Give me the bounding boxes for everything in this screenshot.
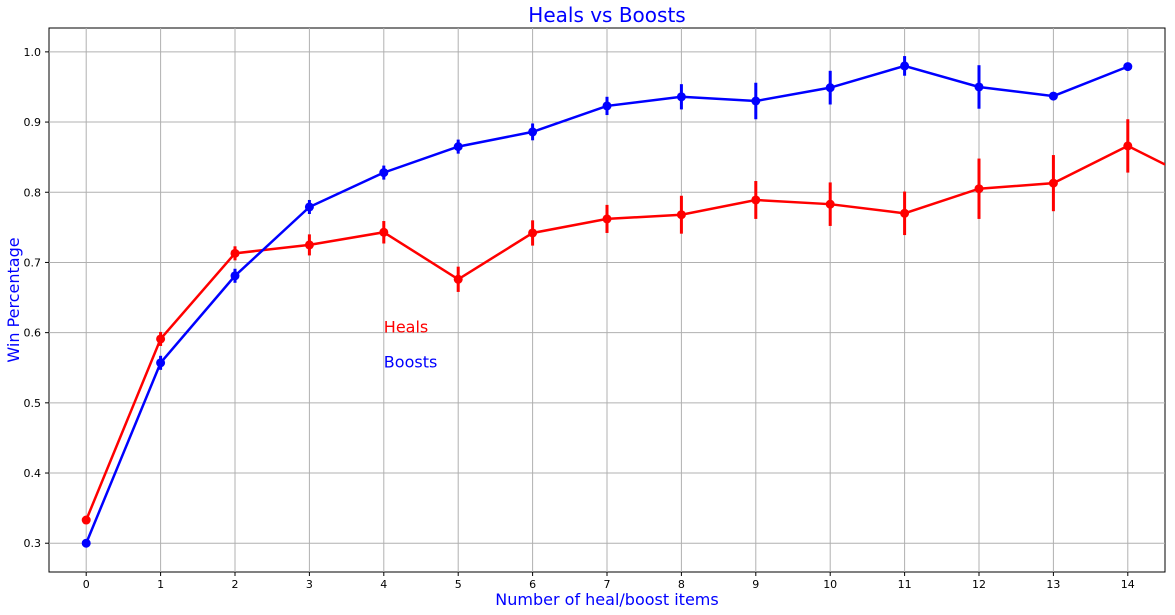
- y-tick-label: 0.3: [24, 537, 42, 550]
- y-tick-label: 0.8: [24, 186, 42, 199]
- point: [453, 274, 463, 284]
- x-tick-label: 13: [1046, 578, 1060, 591]
- point: [825, 199, 835, 209]
- point: [230, 271, 240, 281]
- x-tick-label: 4: [380, 578, 387, 591]
- point: [974, 184, 984, 194]
- point: [1048, 178, 1058, 188]
- point: [1123, 62, 1133, 72]
- point: [602, 101, 612, 111]
- point: [602, 214, 612, 224]
- y-tick-label: 1.0: [24, 46, 42, 59]
- plot: [49, 28, 1165, 572]
- y-tick-label: 0.5: [24, 397, 42, 410]
- point: [900, 61, 910, 71]
- point: [304, 202, 314, 212]
- x-tick-label: 1: [157, 578, 164, 591]
- y-tick-label: 0.6: [24, 327, 42, 340]
- point: [230, 248, 240, 258]
- point: [751, 96, 761, 106]
- x-tick-label: 11: [898, 578, 912, 591]
- point: [900, 208, 910, 218]
- point: [304, 240, 314, 250]
- x-tick-label: 5: [455, 578, 462, 591]
- x-tick-label: 0: [83, 578, 90, 591]
- x-tick-label: 3: [306, 578, 313, 591]
- point: [825, 83, 835, 93]
- x-tick-label: 10: [823, 578, 837, 591]
- y-axis-label: Win Percentage: [4, 237, 23, 362]
- x-tick-label: 12: [972, 578, 986, 591]
- point: [156, 358, 166, 368]
- point: [676, 92, 686, 102]
- point: [528, 228, 538, 238]
- point: [751, 195, 761, 205]
- point: [81, 515, 91, 525]
- point: [453, 142, 463, 152]
- x-tick-label: 9: [752, 578, 759, 591]
- y-tick-label: 0.9: [24, 116, 42, 129]
- point: [676, 210, 686, 220]
- point: [974, 82, 984, 92]
- x-axis-label: Number of heal/boost items: [495, 590, 718, 609]
- y-tick-label: 0.7: [24, 256, 42, 269]
- point: [156, 334, 166, 344]
- x-tick-label: 6: [529, 578, 536, 591]
- annotation: Boosts: [384, 353, 438, 372]
- point: [81, 538, 91, 548]
- x-tick-label: 2: [232, 578, 239, 591]
- point: [1048, 91, 1058, 101]
- series-line: [85, 144, 1165, 521]
- x-tick-label: 7: [604, 578, 611, 591]
- annotation: Heals: [384, 318, 428, 337]
- point: [379, 227, 389, 237]
- point: [1123, 141, 1133, 151]
- chart-title: Heals vs Boosts: [528, 3, 685, 27]
- point: [528, 127, 538, 137]
- point: [379, 168, 389, 178]
- y-tick-label: 0.4: [24, 467, 42, 480]
- x-tick-label: 8: [678, 578, 685, 591]
- x-tick-label: 14: [1121, 578, 1135, 591]
